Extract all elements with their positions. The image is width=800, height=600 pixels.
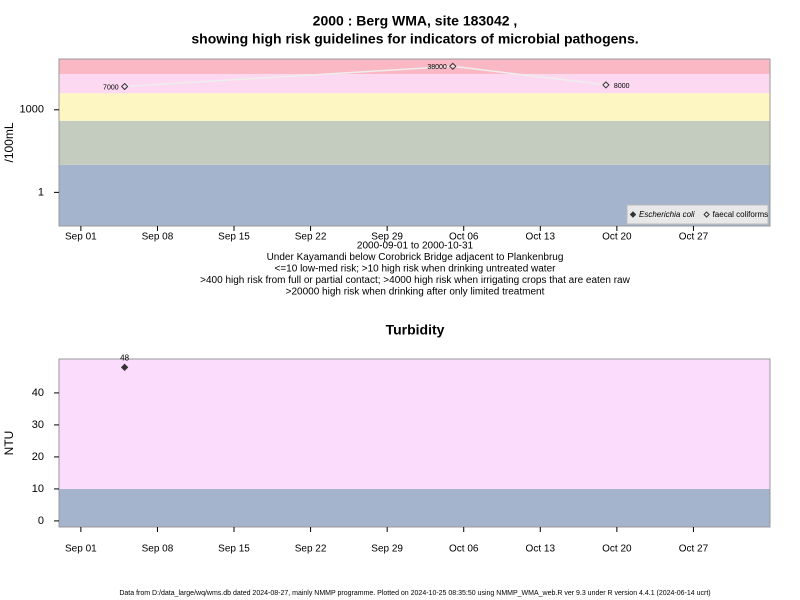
- x-tick-label: Oct 06: [449, 232, 479, 243]
- risk-band: [59, 73, 770, 94]
- x-tick-label: Sep 01: [65, 544, 97, 555]
- legend-label: faecal coliforms: [713, 210, 769, 219]
- x-tick-label: Oct 13: [526, 544, 556, 555]
- y-tick-label: 10: [32, 483, 44, 495]
- y-tick-label: 30: [32, 419, 44, 431]
- x-tick-label: Sep 15: [218, 232, 250, 243]
- y-tick-label: 1: [38, 186, 44, 198]
- x-tick-label: Oct 13: [526, 232, 556, 243]
- x-tick-label: Sep 08: [142, 544, 174, 555]
- chart-title: Turbidity: [386, 322, 445, 338]
- x-tick-label: Sep 08: [142, 232, 174, 243]
- data-point: [602, 81, 610, 89]
- data-point: [120, 363, 129, 372]
- annotation: <=10 low-med risk; >10 high risk when dr…: [275, 264, 557, 275]
- plot-frame: [58, 358, 771, 528]
- x-tick-label: Sep 29: [371, 232, 403, 243]
- x-tick-label: Oct 20: [602, 232, 632, 243]
- data-label: 38000: [427, 64, 447, 71]
- legend-label: Escherichia coli: [639, 210, 695, 219]
- y-tick-label: 20: [32, 451, 44, 463]
- annotation: Under Kayamandi below Corobrick Bridge a…: [267, 252, 564, 263]
- y-axis-label: NTU: [2, 431, 16, 456]
- legend-box: [626, 204, 769, 225]
- legend-marker: [629, 211, 637, 218]
- risk-band: [59, 359, 770, 489]
- x-tick-label: Sep 29: [371, 544, 403, 555]
- annotation: >400 high risk from full or partial cont…: [200, 275, 630, 286]
- x-tick-label: Sep 01: [65, 232, 97, 243]
- y-tick-label: 40: [32, 387, 44, 399]
- risk-band: [59, 488, 770, 527]
- plot-frame: [58, 58, 771, 227]
- risk-band: [59, 93, 770, 121]
- y-axis-label: /100mL: [2, 122, 16, 162]
- y-tick-label: 0: [38, 515, 44, 527]
- x-tick-label: Oct 27: [679, 232, 709, 243]
- y-tick-label: 1000: [20, 104, 44, 116]
- annotation: 2000-09-01 to 2000-10-31: [357, 241, 474, 252]
- x-tick-label: Sep 22: [295, 544, 327, 555]
- x-tick-label: Oct 06: [449, 544, 479, 555]
- data-label: 48: [120, 353, 129, 362]
- x-tick-label: Oct 27: [679, 544, 709, 555]
- risk-band: [59, 59, 770, 74]
- risk-band: [59, 120, 770, 165]
- footer: Data from D:/data_large/wq/wms.db dated …: [119, 590, 710, 597]
- legend-marker: [703, 211, 710, 218]
- chart-title: 2000 : Berg WMA, site 183042 ,: [313, 13, 518, 29]
- chart-title: showing high risk guidelines for indicat…: [191, 31, 638, 47]
- data-point: [120, 82, 129, 91]
- x-tick-label: Sep 22: [295, 232, 327, 243]
- data-label: 8000: [614, 83, 630, 90]
- data-point: [449, 62, 457, 71]
- data-label: 7000: [103, 84, 119, 91]
- annotation: >20000 high risk when drinking after onl…: [286, 287, 545, 298]
- x-tick-label: Sep 15: [218, 544, 250, 555]
- series-line: [124, 65, 607, 88]
- x-tick-label: Oct 20: [602, 544, 632, 555]
